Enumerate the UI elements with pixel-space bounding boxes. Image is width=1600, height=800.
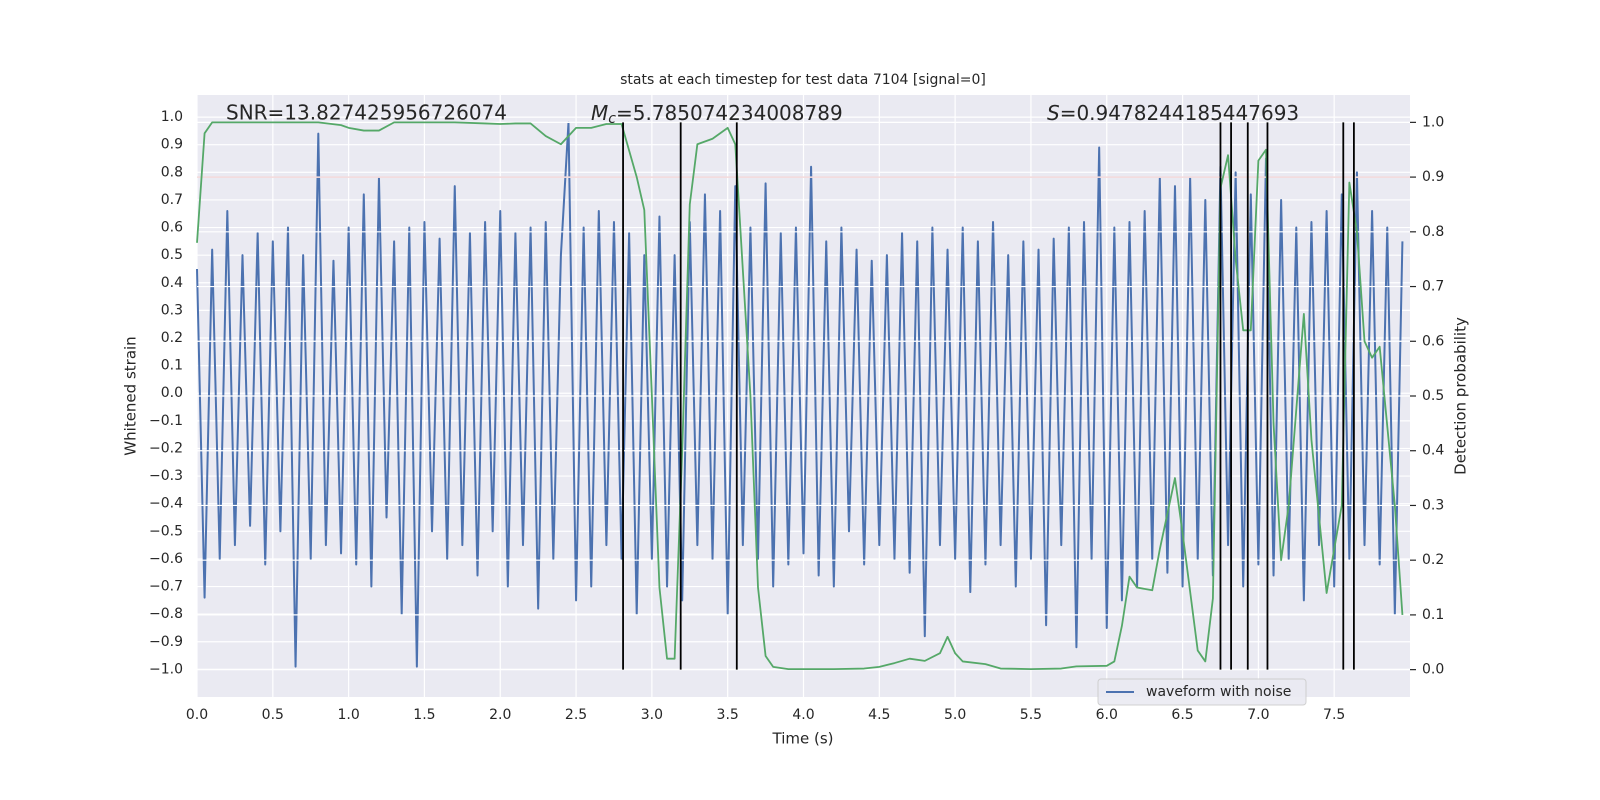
y-tick-label: −0.6 (149, 551, 183, 567)
annotation-subscript: c (608, 111, 616, 127)
y-tick-label: −0.5 (149, 523, 183, 539)
y-tick-label: 0.4 (161, 275, 183, 291)
y2-tick-label: 1.0 (1422, 114, 1444, 130)
legend-label: waveform with noise (1146, 684, 1291, 700)
y-tick-label: −0.8 (149, 606, 183, 622)
x-tick-label: 7.5 (1323, 707, 1345, 723)
y-axis-label: Whitened strain (122, 336, 140, 455)
annotation-symbol: S (1047, 101, 1060, 125)
x-tick-label: 4.0 (792, 707, 814, 723)
y2-tick-label: 0.2 (1422, 552, 1444, 568)
annotation-text: =0.9478244185447693 (1060, 101, 1299, 125)
x-tick-label: 1.0 (337, 707, 359, 723)
y-tick-label: −1.0 (149, 661, 183, 677)
y-tick-label: 0.3 (161, 302, 183, 318)
x-axis-label: Time (s) (772, 730, 834, 748)
x-tick-label: 5.0 (944, 707, 966, 723)
x-tick-label: 7.0 (1247, 707, 1269, 723)
x-tick-label: 1.5 (413, 707, 435, 723)
y-tick-label: 0.0 (161, 385, 183, 401)
y-tick-label: 0.9 (161, 137, 183, 153)
y-tick-label: −0.4 (149, 496, 183, 512)
x-tick-label: 2.5 (565, 707, 587, 723)
annotation-symbol: M (591, 101, 608, 125)
y-tick-label: −0.2 (149, 440, 183, 456)
y-tick-label: 0.1 (161, 358, 183, 374)
x-tick-label: 0.0 (186, 707, 208, 723)
annotation: SNR=13.827425956726074 (226, 101, 507, 125)
legend-box (1097, 678, 1307, 706)
y2-tick-label: 0.7 (1422, 279, 1444, 295)
y2-tick-label: 0.0 (1422, 662, 1444, 678)
y-tick-label: −0.7 (149, 579, 183, 595)
legend: waveform with noise (1097, 678, 1307, 706)
x-tick-label: 3.5 (717, 707, 739, 723)
y2-tick-label: 0.5 (1422, 388, 1444, 404)
x-tick-label: 4.5 (868, 707, 890, 723)
y2-axis-label: Detection probability (1452, 317, 1470, 475)
y-tick-label: 0.8 (161, 164, 183, 180)
series-line (196, 121, 1404, 668)
y2-tick-label: 0.8 (1422, 224, 1444, 240)
x-tick-label: 3.0 (641, 707, 663, 723)
x-tick-label: 5.5 (1020, 707, 1042, 723)
y-tick-label: 0.6 (161, 220, 183, 236)
annotation: Mc=5.785074234008789 (591, 101, 843, 128)
y-tick-label: −0.3 (149, 468, 183, 484)
y-tick-label: 1.0 (161, 109, 183, 125)
front-layer (196, 121, 1410, 671)
y-tick-label: 0.5 (161, 247, 183, 263)
annotation: S=0.9478244185447693 (1047, 101, 1299, 125)
x-tick-label: 6.5 (1171, 707, 1193, 723)
x-tick-label: 0.5 (262, 707, 284, 723)
y-tick-label: −0.9 (149, 634, 183, 650)
y-tick-label: 0.2 (161, 330, 183, 346)
y2-tick-label: 0.9 (1422, 169, 1444, 185)
series-line (196, 121, 1404, 670)
y-tick-label: 0.7 (161, 192, 183, 208)
annotation-text: =5.785074234008789 (616, 101, 843, 125)
chart-title: stats at each timestep for test data 710… (620, 72, 986, 88)
x-tick-label: 2.0 (489, 707, 511, 723)
y2-tick-label: 0.3 (1422, 497, 1444, 513)
y2-tick-label: 0.6 (1422, 333, 1444, 349)
y2-tick-label: 0.1 (1422, 607, 1444, 623)
y2-tick-label: 0.4 (1422, 443, 1444, 459)
x-tick-label: 6.0 (1096, 707, 1118, 723)
y-tick-label: −0.1 (149, 413, 183, 429)
